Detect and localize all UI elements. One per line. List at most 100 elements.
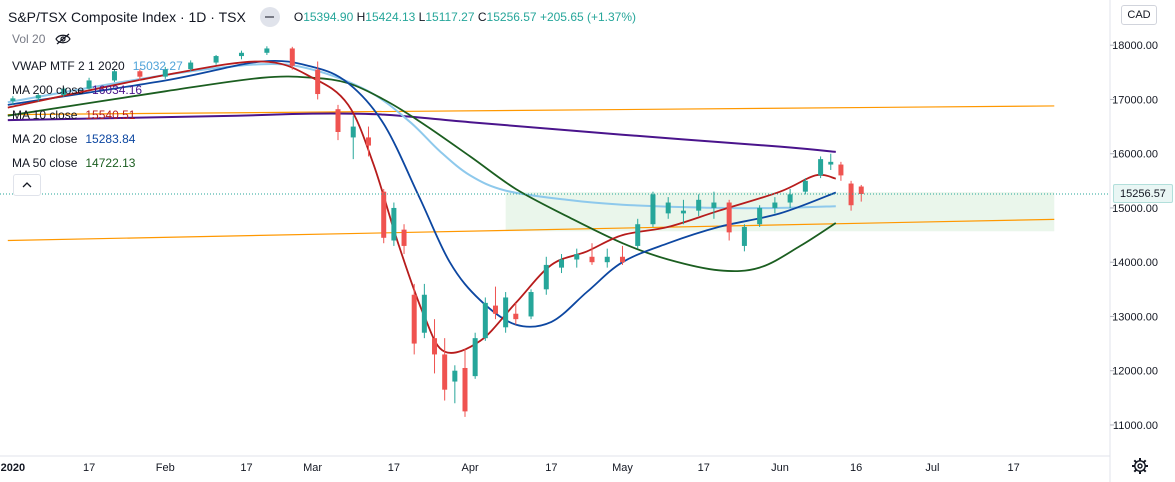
candle-body bbox=[10, 98, 16, 102]
y-tick-label: 11000.00 bbox=[1113, 420, 1158, 432]
legend-vwap-name: VWAP MTF 2 1 2020 bbox=[12, 59, 125, 73]
currency-badge[interactable]: CAD bbox=[1121, 5, 1157, 25]
candle bbox=[350, 115, 356, 160]
legend-ma200-name: MA 200 close bbox=[12, 83, 85, 98]
y-tick-label: 18000.00 bbox=[1112, 40, 1158, 52]
candle bbox=[335, 104, 341, 141]
candle-body bbox=[335, 109, 341, 132]
candle-body bbox=[111, 71, 117, 81]
x-tick-label: 16 bbox=[850, 462, 862, 474]
legend-ma10[interactable]: MA 10 close 15540.51 bbox=[12, 103, 183, 127]
candle-body bbox=[137, 71, 143, 77]
candle-body bbox=[162, 69, 168, 77]
candle bbox=[162, 66, 168, 79]
y-tick-label: 16000.00 bbox=[1112, 149, 1158, 161]
candle-body bbox=[472, 338, 478, 377]
series-ma-10-close bbox=[7, 60, 837, 354]
chevron-up-icon bbox=[22, 182, 32, 188]
candle-body bbox=[787, 194, 793, 203]
candle-body bbox=[492, 305, 498, 314]
legend-ma200[interactable]: MA 200 close 16034.16 bbox=[12, 78, 183, 102]
x-tick-label: 17 bbox=[83, 462, 95, 474]
candle bbox=[492, 286, 498, 320]
x-tick-label: 17 bbox=[240, 462, 252, 474]
legend-ma50-name: MA 50 close bbox=[12, 156, 78, 171]
candle bbox=[86, 77, 92, 90]
candle bbox=[528, 289, 534, 320]
candle-body bbox=[574, 254, 580, 260]
candle bbox=[35, 93, 41, 102]
price-axis[interactable]: 11000.00 12000.00 13000.00 14000.00 15000.00… bbox=[1110, 40, 1158, 432]
candle-body bbox=[421, 294, 427, 333]
candle-body bbox=[589, 256, 595, 263]
legend-vwap-value: 15032.27 bbox=[132, 59, 183, 73]
candle bbox=[838, 161, 844, 181]
x-tick-label: Mar bbox=[303, 462, 322, 474]
candle-body bbox=[818, 159, 824, 176]
candle bbox=[401, 224, 407, 255]
candle bbox=[381, 188, 387, 244]
time-axis[interactable]: 2020 17 Feb 17 Mar 17 Apr 17 May 17 Jun 16 Jul 17 bbox=[1, 462, 1020, 474]
candle bbox=[472, 332, 478, 379]
candle bbox=[503, 292, 509, 333]
candle bbox=[432, 319, 438, 374]
legend-ma50[interactable]: MA 50 close 14722.13 bbox=[12, 151, 183, 175]
legend-vwap[interactable]: VWAP MTF 2 1 2020 15032.27 bbox=[12, 54, 183, 78]
candle-body bbox=[289, 48, 295, 66]
x-tick-label: May bbox=[612, 462, 633, 474]
candle bbox=[421, 283, 427, 339]
candle-body bbox=[757, 207, 763, 225]
candle bbox=[802, 178, 808, 195]
series-ma-50-close bbox=[7, 75, 837, 273]
candle bbox=[289, 46, 295, 70]
candle bbox=[559, 254, 565, 274]
candle-body bbox=[432, 338, 438, 355]
candle-body bbox=[604, 256, 610, 263]
y-tick-label: 14000.00 bbox=[1112, 257, 1158, 269]
candle-body bbox=[650, 194, 656, 225]
eye-crossed-icon[interactable] bbox=[55, 33, 72, 45]
legend-ma20[interactable]: MA 20 close 15283.84 bbox=[12, 127, 183, 151]
candle bbox=[757, 205, 763, 227]
trendline-lower bbox=[7, 218, 1055, 242]
candle bbox=[787, 188, 793, 208]
high-value: 15424.13 bbox=[365, 10, 416, 24]
candle-body bbox=[401, 229, 407, 246]
high-key: H bbox=[356, 10, 366, 24]
candle bbox=[858, 184, 864, 202]
candle bbox=[828, 153, 834, 170]
candle-body bbox=[188, 62, 194, 70]
y-tick-label: 13000.00 bbox=[1112, 311, 1158, 323]
y-tick-label: 15000.00 bbox=[1112, 203, 1158, 215]
candle bbox=[574, 248, 580, 268]
legend-ma10-name: MA 10 close bbox=[12, 107, 78, 122]
last-price-label: 15256.57 bbox=[1113, 184, 1173, 203]
candle-body bbox=[482, 302, 488, 339]
candle bbox=[589, 243, 595, 265]
x-tick-label: 17 bbox=[698, 462, 710, 474]
close-value: 15256.57 bbox=[486, 10, 537, 24]
candle-body bbox=[315, 69, 321, 95]
candle bbox=[696, 194, 702, 217]
candle-body bbox=[528, 292, 534, 317]
open-value: 15394.90 bbox=[303, 10, 354, 24]
y-tick-label: 12000.00 bbox=[1112, 366, 1158, 378]
candle bbox=[665, 197, 671, 219]
candle bbox=[315, 61, 321, 100]
candle-body bbox=[381, 191, 387, 238]
candle bbox=[772, 197, 778, 214]
candle bbox=[391, 202, 397, 246]
gear-icon[interactable] bbox=[1131, 457, 1149, 475]
hide-legend-button[interactable] bbox=[259, 7, 280, 27]
indicator-legend: VWAP MTF 2 1 2020 15032.27 MA 200 close 16… bbox=[12, 54, 183, 175]
candle bbox=[711, 191, 717, 219]
candle bbox=[213, 54, 219, 65]
candle-body bbox=[513, 313, 519, 320]
candle-body bbox=[35, 95, 41, 99]
legend-ma50-value: 14722.13 bbox=[85, 156, 136, 171]
collapse-legend-button[interactable] bbox=[13, 174, 41, 196]
volume-legend[interactable]: Vol 20 bbox=[12, 32, 72, 46]
candle bbox=[188, 60, 194, 72]
candle bbox=[680, 199, 686, 225]
